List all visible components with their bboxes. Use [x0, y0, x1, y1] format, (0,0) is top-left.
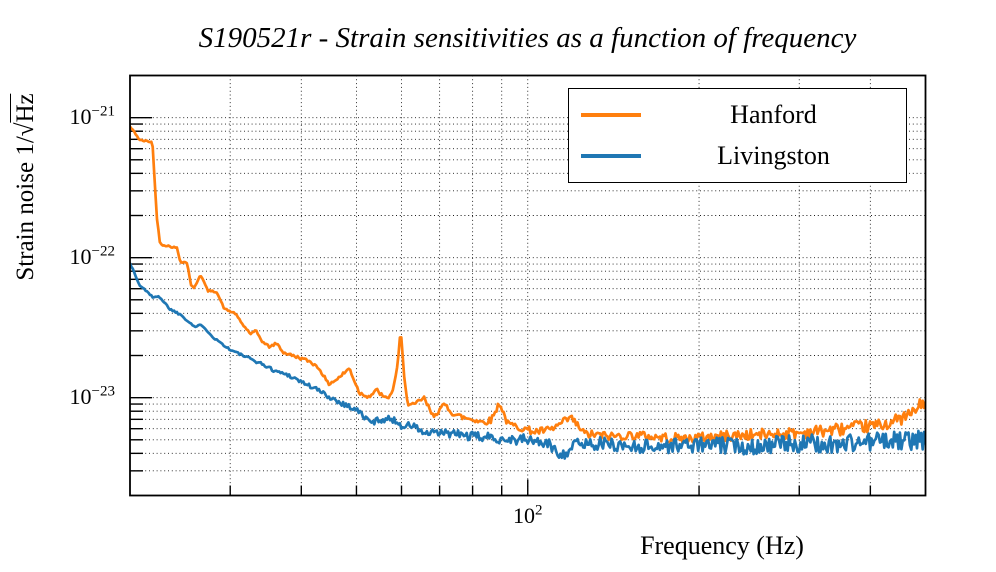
y-axis-label-prefix: Strain noise 1/: [12, 136, 39, 281]
hanford-curve: [130, 125, 926, 445]
livingston-line-swatch: [581, 153, 641, 158]
legend-entry-livingston: Livingston: [569, 137, 906, 175]
chart-title: S190521r - Strain sensitivities as a fun…: [198, 22, 857, 54]
hanford-line-swatch: [581, 113, 641, 118]
y-tick-label-1e-22: 10−22: [69, 243, 115, 269]
x-axis-label: Frequency (Hz): [640, 531, 804, 560]
y-axis-label: Strain noise 1/√Hz: [10, 93, 40, 281]
legend-label-hanford: Hanford: [730, 100, 817, 130]
axis-ticks: [130, 116, 872, 496]
legend-entry-hanford: Hanford: [569, 96, 906, 134]
livingston-curve: [130, 262, 926, 460]
sqrt-argument: Hz: [10, 93, 39, 123]
x-tick-label-1e2: 102: [513, 502, 543, 528]
y-tick-label-1e-23: 10−23: [69, 383, 115, 409]
legend-label-livingston: Livingston: [717, 140, 830, 170]
y-tick-label-1e-21: 10−21: [69, 103, 115, 129]
sqrt-radical: √: [12, 122, 39, 137]
legend: Hanford Livingston: [568, 88, 907, 183]
plot-frame: [129, 74, 927, 497]
